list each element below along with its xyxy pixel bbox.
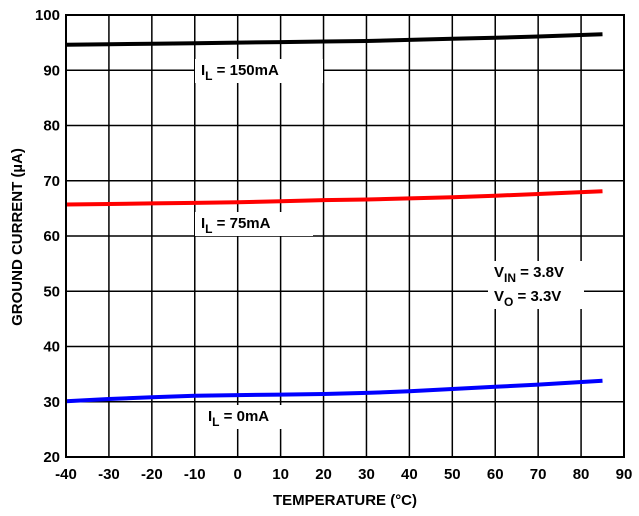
label-il-150ma-bg bbox=[195, 59, 323, 83]
label-il-75ma: IL = 75mA bbox=[201, 215, 271, 236]
label-il-150ma: IL = 150mA bbox=[201, 62, 279, 83]
y-tick-label: 60 bbox=[43, 228, 60, 245]
series-line bbox=[65, 378, 603, 404]
plot-frame bbox=[65, 14, 625, 458]
x-tick-label: 40 bbox=[401, 466, 418, 483]
label-il-75ma-bg bbox=[195, 212, 313, 236]
y-tick-labels: 20 30 40 50 60 70 80 90 100 bbox=[35, 7, 60, 466]
x-tick-label: 60 bbox=[487, 466, 504, 483]
x-tick-label: -40 bbox=[55, 466, 77, 483]
series-line bbox=[65, 32, 603, 47]
x-tick-label: 70 bbox=[530, 466, 547, 483]
x-tick-label: 20 bbox=[315, 466, 332, 483]
label-vo-bg bbox=[488, 285, 584, 309]
y-tick-label: 80 bbox=[43, 118, 60, 135]
y-tick-label: 50 bbox=[43, 283, 60, 300]
x-tick-label: -20 bbox=[141, 466, 163, 483]
x-axis-title: TEMPERATURE (°C) bbox=[273, 492, 417, 509]
label-vo: VO = 3.3V bbox=[494, 288, 561, 309]
x-tick-label: 30 bbox=[358, 466, 375, 483]
x-tick-label: 50 bbox=[444, 466, 461, 483]
label-vin-bg bbox=[488, 261, 584, 285]
x-tick-label: -10 bbox=[184, 466, 206, 483]
label-il-0ma: IL = 0mA bbox=[208, 408, 269, 429]
grid bbox=[65, 14, 625, 458]
annotations: IL = 150mA IL = 75mA IL = 0mA VIN = 3.8V VO … bbox=[195, 59, 584, 429]
x-tick-label: -30 bbox=[98, 466, 120, 483]
y-tick-label: 70 bbox=[43, 173, 60, 190]
y-tick-label: 20 bbox=[43, 449, 60, 466]
y-tick-label: 100 bbox=[35, 7, 60, 24]
y-axis-title: GROUND CURRENT (µA) bbox=[9, 148, 26, 326]
x-tick-label: 80 bbox=[573, 466, 590, 483]
label-il-0ma-bg bbox=[202, 405, 292, 429]
series-lines bbox=[65, 32, 603, 404]
x-tick-label: 90 bbox=[616, 466, 633, 483]
x-tick-label: 10 bbox=[272, 466, 289, 483]
x-tick-labels: -40 -30 -20 -10 0 10 20 30 40 50 60 70 80 90 bbox=[55, 466, 632, 483]
series-line bbox=[65, 189, 603, 207]
x-tick-label: 0 bbox=[234, 466, 242, 483]
y-tick-label: 90 bbox=[43, 62, 60, 79]
y-tick-label: 40 bbox=[43, 339, 60, 356]
y-tick-label: 30 bbox=[43, 394, 60, 411]
label-vin: VIN = 3.8V bbox=[494, 264, 564, 285]
